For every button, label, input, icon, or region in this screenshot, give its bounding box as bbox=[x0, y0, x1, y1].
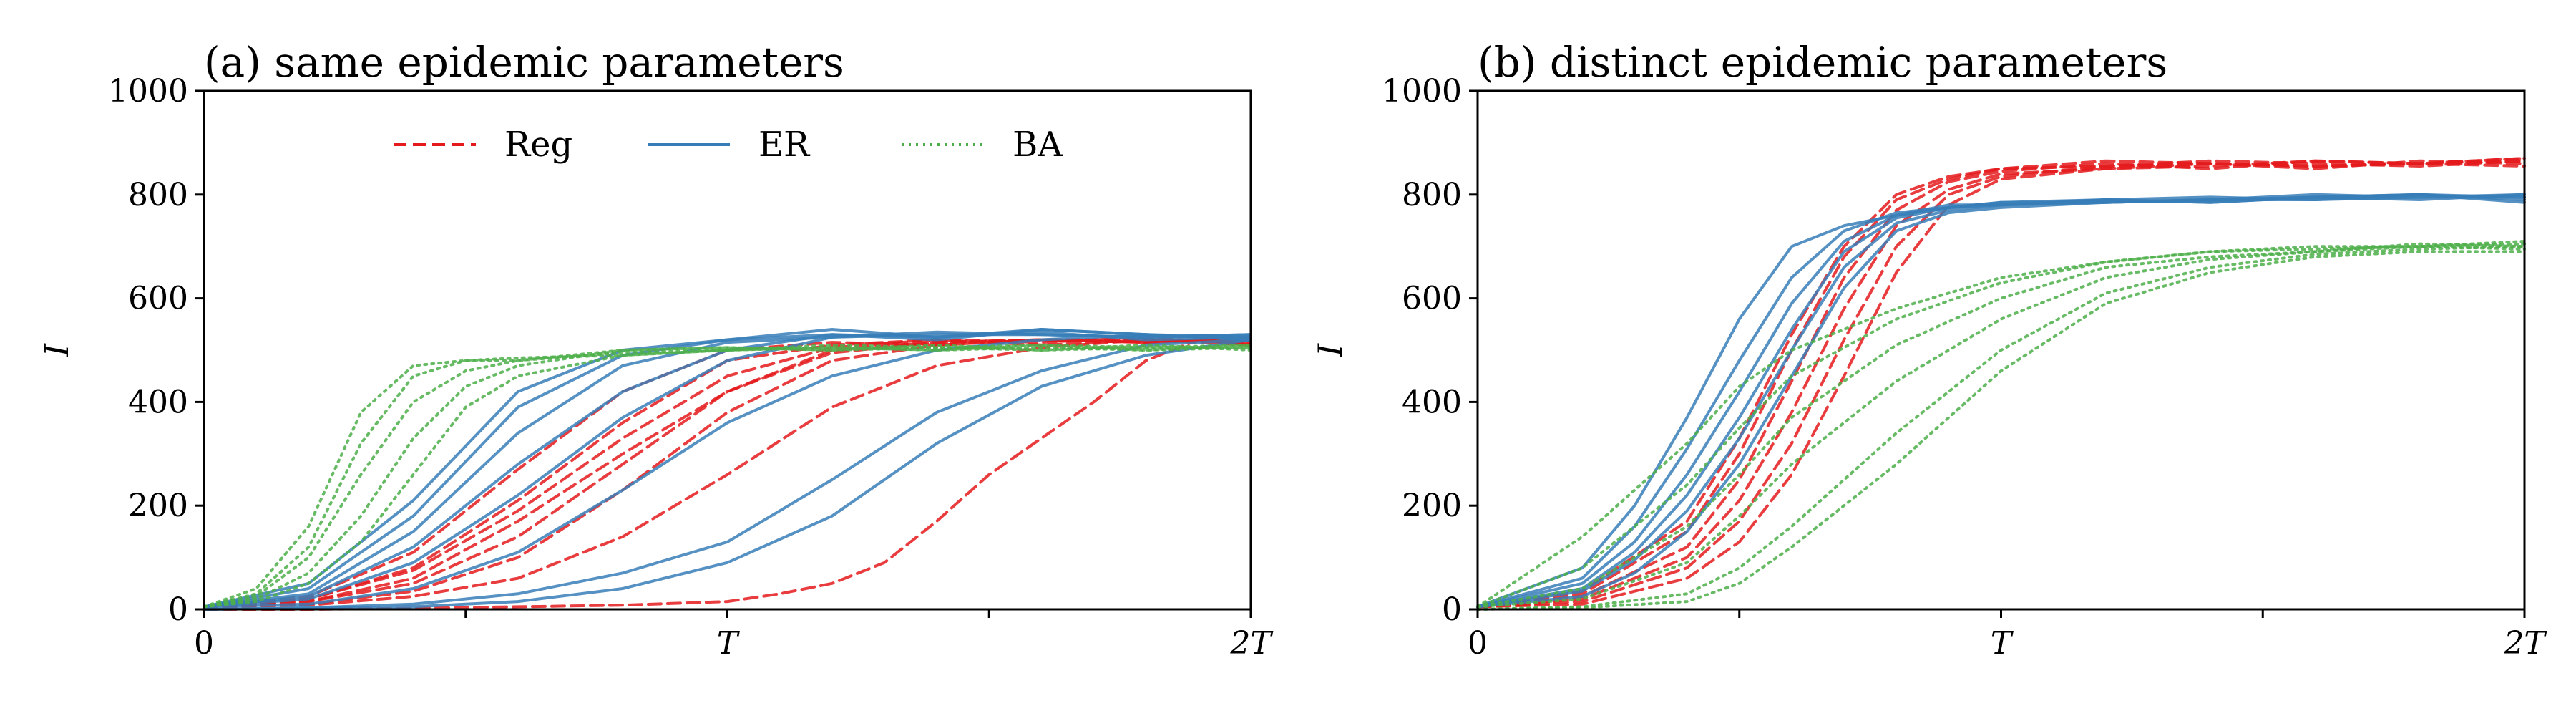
y-tick-label: 200 bbox=[128, 488, 188, 524]
y-tick-label: 1000 bbox=[108, 73, 188, 110]
y-tick-label: 0 bbox=[168, 591, 188, 628]
series-lines bbox=[1476, 157, 2526, 611]
y-axis-label: I bbox=[1311, 343, 1350, 357]
y-axis-label: I bbox=[37, 343, 76, 357]
chart-panel-a: 0 200 400 600 800 1000 0 T 2T I (a) same epidemic … bbox=[37, 38, 1274, 662]
x-tick-label: 0 bbox=[1468, 625, 1488, 662]
series-line-ba-19 bbox=[203, 343, 1252, 609]
y-tick-label: 400 bbox=[1402, 384, 1462, 420]
y-tick-label: 0 bbox=[1442, 591, 1462, 628]
series-line-reg-2 bbox=[203, 338, 1252, 609]
series-line-er-10 bbox=[1476, 193, 2526, 609]
series-line-reg-5 bbox=[1476, 157, 2526, 609]
series-line-reg-2 bbox=[1476, 159, 2526, 609]
series-line-er-14 bbox=[203, 338, 1252, 611]
series-line-er-9 bbox=[1476, 193, 2526, 609]
y-tick-label: 800 bbox=[1402, 177, 1462, 213]
series-line-reg-4 bbox=[1476, 159, 2526, 609]
series-line-ba-16 bbox=[1476, 245, 2526, 611]
legend: Reg ER BA bbox=[394, 125, 1063, 165]
series-line-ba-17 bbox=[1476, 250, 2526, 611]
series-line-er-15 bbox=[203, 338, 1252, 611]
series-line-reg-6 bbox=[203, 338, 1252, 609]
series-lines bbox=[203, 328, 1252, 611]
series-line-reg-7 bbox=[203, 338, 1252, 611]
legend-label-er: ER bbox=[758, 125, 811, 165]
x-tick-label: T bbox=[717, 625, 741, 662]
series-line-ba-20 bbox=[203, 343, 1252, 609]
series-line-er-13 bbox=[203, 333, 1252, 609]
x-tick-label: 2T bbox=[1229, 625, 1274, 662]
series-line-er-7 bbox=[1476, 193, 2526, 609]
series-line-reg-1 bbox=[1476, 157, 2526, 609]
series-line-reg-4 bbox=[203, 338, 1252, 609]
series-line-ba-14 bbox=[1476, 242, 2526, 609]
legend-label-ba: BA bbox=[1013, 125, 1063, 165]
series-line-er-8 bbox=[1476, 193, 2526, 609]
y-tick-label: 400 bbox=[128, 384, 188, 420]
y-tick-label: 600 bbox=[128, 281, 188, 317]
chart-title: (b) distinct epidemic parameters bbox=[1478, 38, 2167, 87]
y-tick-label: 600 bbox=[1402, 281, 1462, 317]
series-line-ba-13 bbox=[1476, 245, 2526, 609]
x-tick-label: 0 bbox=[194, 625, 214, 662]
series-line-er-12 bbox=[203, 333, 1252, 609]
series-line-ba-15 bbox=[1476, 240, 2526, 609]
series-line-reg-5 bbox=[203, 338, 1252, 609]
series-line-ba-16 bbox=[203, 343, 1252, 609]
x-tick-label: 2T bbox=[2503, 625, 2547, 662]
chart-title: (a) same epidemic parameters bbox=[204, 38, 844, 87]
chart-panel-b: 0 200 400 600 800 1000 0 T 2T I (b) distinct epide… bbox=[1311, 38, 2547, 662]
series-line-er-9 bbox=[203, 330, 1252, 609]
legend-label-reg: Reg bbox=[504, 125, 572, 165]
y-tick-label: 1000 bbox=[1382, 73, 1462, 110]
series-line-er-11 bbox=[1476, 193, 2526, 609]
x-tick-label: T bbox=[1991, 625, 2014, 662]
series-line-er-6 bbox=[1476, 193, 2526, 609]
y-tick-label: 200 bbox=[1402, 488, 1462, 524]
y-tick-label: 800 bbox=[128, 177, 188, 213]
series-line-ba-12 bbox=[1476, 242, 2526, 609]
